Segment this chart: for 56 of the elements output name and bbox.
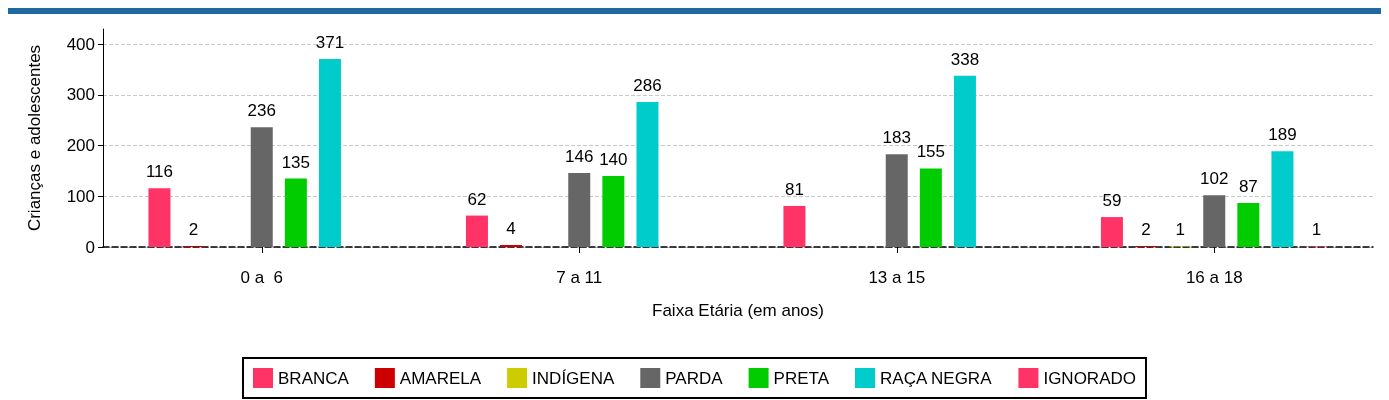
bar <box>465 215 488 247</box>
x-tick-label: 7 a 11 <box>556 268 603 287</box>
bar <box>318 58 341 247</box>
bar <box>148 188 171 247</box>
legend-label: BRANCA <box>278 368 350 388</box>
bar <box>1203 195 1226 247</box>
data-label: 81 <box>784 179 804 199</box>
data-label: 146 <box>565 146 594 166</box>
data-label: 338 <box>950 49 980 69</box>
data-label: 62 <box>467 189 487 209</box>
y-tick-label: 200 <box>66 136 95 156</box>
data-label: 189 <box>1268 125 1297 145</box>
y-axis-title: Crianças e adolescentes <box>25 44 44 232</box>
data-label: 102 <box>1200 169 1229 189</box>
bar <box>602 176 625 247</box>
x-tick-label: 0 a 6 <box>240 268 284 287</box>
bar <box>1271 151 1294 247</box>
data-label: 1 <box>1175 220 1185 240</box>
legend-label: PARDA <box>665 368 724 388</box>
bar <box>1100 217 1123 247</box>
data-label: 116 <box>145 162 173 182</box>
legend-label: RAÇA NEGRA <box>880 368 993 388</box>
bar <box>500 244 523 247</box>
bar <box>250 127 273 247</box>
y-tick-label: 300 <box>66 85 95 105</box>
legend-label: INDÍGENA <box>532 368 615 388</box>
x-tick-label: 16 a 18 <box>1185 268 1243 287</box>
data-label: 286 <box>633 76 662 95</box>
bar <box>284 178 307 247</box>
bar <box>636 102 659 247</box>
x-axis-title: Faixa Etária (em anos) <box>652 301 824 320</box>
x-tick-label: 13 a 15 <box>868 268 926 287</box>
data-label: 155 <box>916 142 946 162</box>
data-label: 4 <box>506 218 516 238</box>
bar <box>919 168 942 247</box>
data-label: 135 <box>281 152 311 172</box>
data-label: 87 <box>1238 176 1258 196</box>
data-label: 2 <box>1141 219 1151 239</box>
data-label: 140 <box>599 150 628 170</box>
bar <box>783 205 806 247</box>
y-tick-label: 400 <box>66 34 95 54</box>
bar <box>1237 202 1260 247</box>
data-label: 1 <box>1311 220 1322 240</box>
data-label: 183 <box>882 128 911 148</box>
bar <box>953 75 976 247</box>
bar <box>568 172 591 247</box>
data-label: 236 <box>247 101 276 121</box>
y-tick-label: 0 <box>85 237 95 257</box>
legend-label: AMARELA <box>399 368 482 388</box>
data-label: 59 <box>1102 191 1122 211</box>
legend-label: PRETA <box>773 368 830 388</box>
data-label: 2 <box>188 219 199 239</box>
bar <box>885 154 908 247</box>
y-tick-label: 100 <box>66 186 95 206</box>
legend-label: IGNORADO <box>1043 368 1136 388</box>
data-label: 371 <box>315 32 345 52</box>
